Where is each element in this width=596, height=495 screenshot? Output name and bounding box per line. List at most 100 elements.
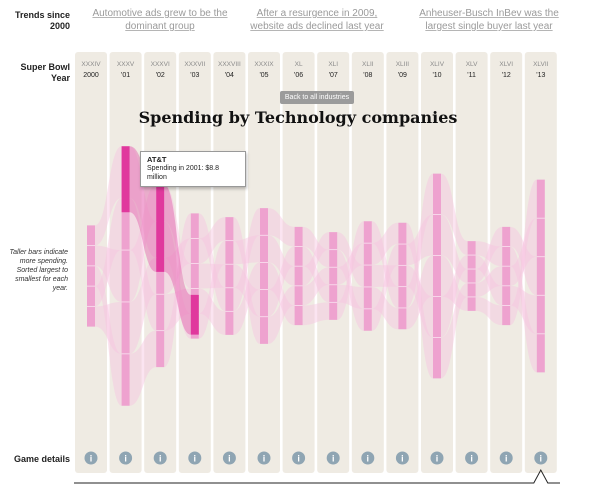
flow-ribbon: [337, 221, 364, 320]
tooltip: AT&T Spending in 2001: $8.8 million: [140, 151, 246, 187]
info-icon[interactable]: i: [499, 451, 513, 465]
flow-ribbon: [302, 232, 330, 286]
flow-ribbon: [233, 262, 260, 335]
highlight-bar[interactable]: [156, 184, 165, 272]
bar[interactable]: [190, 213, 199, 339]
trend-link-anheuser-busch[interactable]: Anheuser-Busch InBev was the largest sin…: [419, 8, 559, 32]
flow-ribbon: [164, 213, 191, 368]
bar[interactable]: [398, 222, 407, 330]
chart-side-note: Taller bars indicate more spending. Sort…: [9, 249, 69, 292]
bar[interactable]: [156, 184, 165, 368]
roman-numeral-label: XXXVI: [151, 61, 170, 68]
roman-numeral-label: XXXIV: [81, 61, 101, 68]
flow-ribbon: [198, 240, 226, 339]
back-to-all-industries-button[interactable]: Back to all industries: [280, 91, 354, 104]
bar[interactable]: [294, 226, 303, 326]
info-icon[interactable]: i: [534, 451, 548, 465]
highlight-bar[interactable]: [121, 146, 130, 213]
game-details-label: Game details: [13, 454, 70, 464]
flow-ribbon: [129, 257, 157, 354]
svg-text:i: i: [194, 454, 197, 464]
roman-numeral-label: XLVI: [499, 61, 513, 68]
info-icon[interactable]: i: [326, 451, 340, 465]
flow-ribbon: [198, 263, 226, 289]
flow-ribbon: [406, 255, 433, 330]
bar[interactable]: [260, 208, 268, 344]
flow-ribbon: [302, 302, 330, 326]
trend-link-website-ads[interactable]: After a resurgence in 2009, website ads …: [250, 8, 384, 32]
year-tick-label: '05: [259, 72, 268, 79]
flow-ribbon: [406, 222, 433, 379]
flow-ribbon: [233, 217, 260, 344]
flow-ribbon: [129, 184, 157, 302]
roman-numeral-label: XLIII: [396, 61, 410, 68]
info-icon[interactable]: i: [84, 451, 98, 465]
tooltip-title: AT&T: [147, 155, 167, 164]
trend-link-automotive[interactable]: Automotive ads grew to be the dominant g…: [92, 8, 228, 32]
flow-ribbon: [371, 244, 399, 331]
flow-ribbon: [233, 264, 260, 317]
year-tick-label: '12: [502, 72, 511, 79]
flow-ribbon: [406, 173, 433, 308]
bar[interactable]: [536, 179, 545, 373]
year-tick-label: '13: [536, 72, 545, 79]
svg-text:i: i: [505, 454, 508, 464]
svg-text:i: i: [297, 454, 300, 464]
roman-numeral-label: XLI: [328, 61, 338, 68]
flow-ribbon: [441, 214, 468, 283]
svg-text:i: i: [159, 454, 162, 464]
chart-title: Spending by Technology companies: [138, 108, 458, 127]
flow-ribbon: [198, 288, 226, 335]
svg-text:i: i: [228, 454, 231, 464]
flow-ribbon: [268, 285, 295, 344]
flow-ribbon: [268, 235, 295, 286]
info-icon[interactable]: i: [361, 451, 375, 465]
flow-ribbon: [95, 245, 122, 302]
bar[interactable]: [502, 226, 511, 326]
info-icon[interactable]: i: [430, 451, 444, 465]
flow-ribbon: [371, 286, 399, 330]
info-icon[interactable]: i: [188, 451, 202, 465]
year-tick-label: '02: [156, 72, 165, 79]
flow-ribbon: [337, 232, 364, 287]
flow-ribbon: [510, 218, 537, 286]
flow-ribbon: [164, 288, 191, 331]
bar[interactable]: [225, 217, 234, 335]
year-tick-label: '10: [432, 72, 441, 79]
year-tick-label: 2000: [83, 72, 99, 79]
flow-ribbon: [371, 265, 399, 287]
bar[interactable]: [363, 221, 372, 331]
info-icon[interactable]: i: [292, 451, 306, 465]
info-icon[interactable]: i: [465, 451, 479, 465]
bar[interactable]: [433, 173, 441, 379]
year-tick-label: '07: [329, 72, 338, 79]
flow-ribbon: [268, 246, 295, 317]
flow-ribbon: [129, 146, 157, 258]
bar[interactable]: [87, 225, 95, 327]
flow-ribbon: [129, 198, 157, 331]
bar[interactable]: [121, 146, 130, 406]
flow-ribbon: [164, 238, 191, 295]
bar[interactable]: [329, 232, 338, 320]
flow-ribbon: [95, 265, 122, 406]
flow-ribbon: [441, 255, 468, 338]
flow-ribbon: [441, 173, 468, 256]
svg-text:i: i: [401, 454, 404, 464]
roman-numeral-label: XLIV: [430, 61, 445, 68]
bar[interactable]: [467, 241, 476, 311]
info-icon[interactable]: i: [153, 451, 167, 465]
flow-ribbon: [371, 221, 399, 308]
trends-label: Trends since 2000: [14, 10, 70, 31]
tooltip-text: Spending in 2001: $8.8 million: [147, 165, 220, 181]
info-icon[interactable]: i: [222, 451, 236, 465]
year-tick-label: '09: [398, 72, 407, 79]
flow-ribbon: [475, 226, 503, 283]
info-icon[interactable]: i: [257, 451, 271, 465]
flow-ribbon: [95, 146, 122, 246]
year-tick-label: '01: [121, 72, 130, 79]
info-icon[interactable]: i: [395, 451, 409, 465]
highlight-bar[interactable]: [190, 294, 199, 335]
flow-ribbon: [233, 235, 260, 265]
info-icon[interactable]: i: [119, 451, 133, 465]
year-tick-label: '08: [363, 72, 372, 79]
